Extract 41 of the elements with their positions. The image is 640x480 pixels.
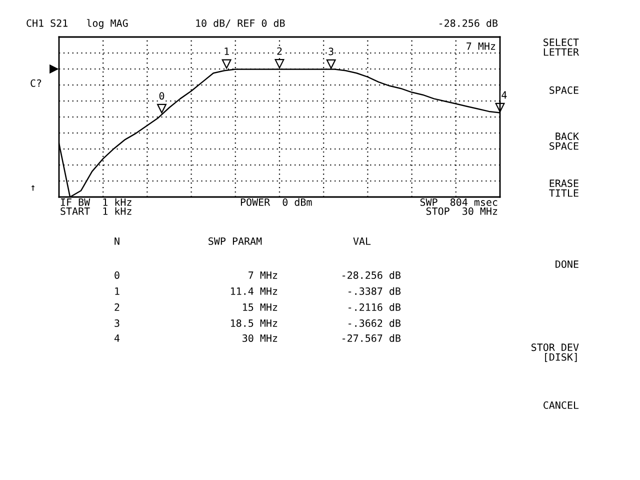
text: 3 (114, 319, 120, 327)
text: -28.256 dB (440, 19, 498, 27)
text: SWP 804 msec (420, 198, 498, 206)
text: 1 (224, 48, 229, 55)
text: POWER 0 dBm (240, 198, 312, 206)
text: IF BW 1 kHz (60, 198, 132, 206)
text: STOR DEV [DISK] (532, 344, 579, 362)
text: C? (30, 79, 42, 87)
text: 4 (502, 91, 507, 99)
text: ↑ (31, 185, 35, 191)
text: 10 dB/ REF 0 dB (196, 19, 285, 28)
text: CH1 S21 log MAG (26, 19, 128, 29)
text: -27.567 dB (342, 334, 401, 342)
text: SELECT LETTER (544, 38, 579, 56)
text: 2 (114, 303, 120, 311)
text: CANCEL (544, 401, 579, 409)
text: 2 (277, 47, 282, 55)
text: 18.5 MHz (231, 319, 278, 327)
text: -.2116 dB (348, 303, 401, 311)
text: 15 MHz (243, 303, 278, 311)
text: 7 MHz (248, 271, 278, 279)
text: -.3662 dB (348, 319, 401, 327)
text: ERASE TITLE (549, 180, 578, 197)
text: 3 (328, 48, 334, 56)
text: 4 (114, 334, 120, 342)
text: START 1 kHz (60, 207, 132, 215)
text: SWP PARAM (208, 237, 262, 245)
text: -28.256 dB (342, 271, 401, 279)
text: N (114, 237, 120, 245)
text: BACK SPACE (550, 132, 579, 150)
text: STOP 30 MHz (426, 207, 498, 215)
annotation: 0 (159, 92, 164, 100)
text: 1 (115, 287, 120, 295)
text: 30 MHz (242, 334, 278, 342)
text: -.3387 dB (348, 287, 401, 295)
text: VAL (353, 237, 371, 245)
text: 11.4 MHz (231, 287, 278, 295)
text: 7 MHz (466, 42, 496, 50)
text: SPACE (550, 86, 578, 94)
text: 0 (114, 271, 120, 279)
text: DONE (556, 260, 578, 268)
